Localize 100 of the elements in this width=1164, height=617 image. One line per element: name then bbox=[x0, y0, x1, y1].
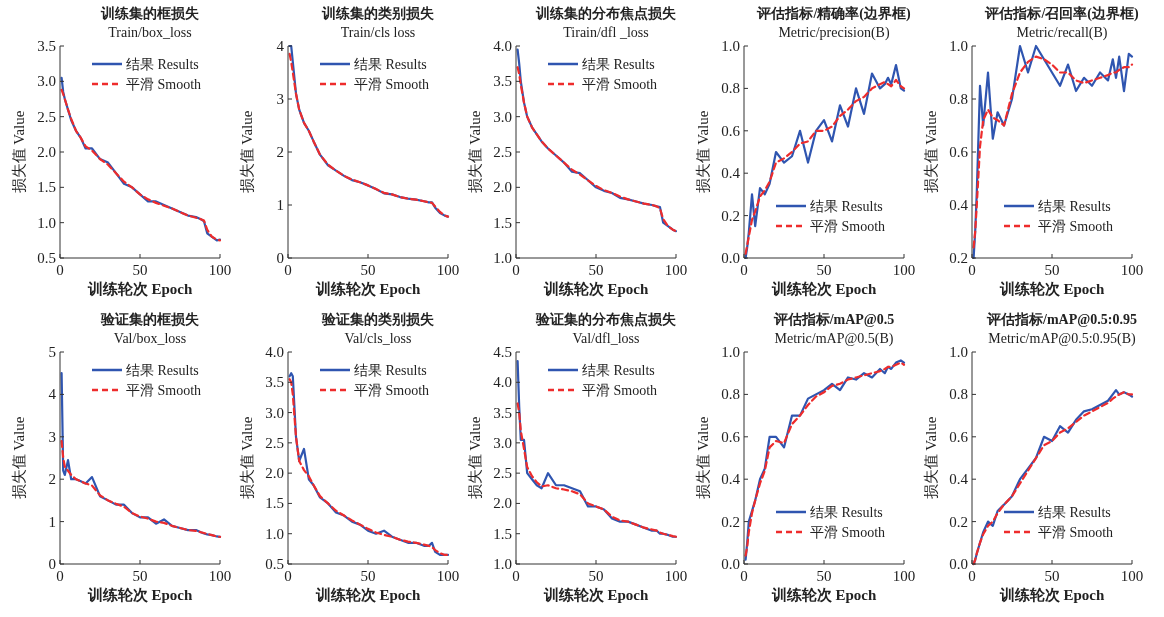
x-axis-title: 训练轮次 Epoch bbox=[86, 587, 193, 603]
y-tick-label: 0.2 bbox=[949, 250, 968, 266]
y-tick-label: 0.6 bbox=[949, 428, 969, 445]
line-series bbox=[60, 439, 222, 538]
y-axis-title: 损失值 Value bbox=[923, 110, 939, 194]
y-tick-label: 1.5 bbox=[265, 495, 284, 512]
x-tick-label: 100 bbox=[1120, 568, 1144, 584]
y-tick-label: 1.0 bbox=[721, 344, 740, 360]
chart-subtitle: Val/cls_loss bbox=[344, 331, 412, 346]
legend-label: 结果 Results bbox=[582, 57, 655, 72]
chart-subtitle: Train/box_loss bbox=[108, 25, 192, 40]
x-tick-label: 50 bbox=[132, 262, 148, 278]
x-tick-label: 100 bbox=[664, 262, 688, 278]
y-axis-title: 损失值 Value bbox=[239, 110, 255, 194]
legend-label: 平滑 Smooth bbox=[1038, 525, 1114, 540]
y-tick-label: 3.0 bbox=[37, 73, 56, 90]
y-axis-title: 损失值 Value bbox=[11, 110, 27, 194]
y-tick-label: 0.0 bbox=[721, 556, 740, 572]
x-tick-label: 100 bbox=[664, 568, 688, 584]
chart-subtitle: Val/dfl_loss bbox=[572, 331, 640, 346]
x-axis-title: 训练轮次 Epoch bbox=[998, 587, 1105, 603]
y-tick-label: 3.0 bbox=[493, 434, 512, 451]
y-tick-label: 1.0 bbox=[949, 344, 968, 360]
legend-label: 平滑 Smooth bbox=[1038, 219, 1114, 234]
y-tick-label: 2 bbox=[276, 144, 284, 160]
y-tick-label: 1.5 bbox=[37, 179, 56, 196]
x-tick-label: 100 bbox=[892, 568, 916, 584]
y-tick-label: 1.5 bbox=[493, 214, 512, 231]
legend-label: 结果 Results bbox=[354, 363, 427, 378]
x-tick-label: 100 bbox=[892, 262, 916, 278]
legend-label: 平滑 Smooth bbox=[126, 77, 202, 92]
x-tick-label: 50 bbox=[588, 568, 604, 584]
x-axis-title: 训练轮次 Epoch bbox=[542, 587, 649, 603]
chart-title: 训练集的分布焦点损失 bbox=[535, 6, 677, 21]
x-axis-title: 训练轮次 Epoch bbox=[314, 281, 421, 297]
y-tick-label: 3.5 bbox=[493, 73, 512, 90]
legend-label: 结果 Results bbox=[126, 363, 199, 378]
y-tick-label: 3 bbox=[48, 428, 56, 445]
y-tick-label: 2 bbox=[48, 471, 56, 488]
x-tick-label: 50 bbox=[588, 262, 604, 278]
legend-label: 平滑 Smooth bbox=[354, 383, 430, 398]
y-tick-label: 0.2 bbox=[721, 207, 740, 224]
line-series bbox=[516, 402, 678, 538]
y-tick-label: 3.5 bbox=[493, 404, 512, 421]
x-tick-label: 50 bbox=[360, 568, 376, 584]
x-tick-label: 100 bbox=[208, 262, 232, 278]
y-tick-label: 0.2 bbox=[949, 513, 968, 530]
y-tick-label: 0.0 bbox=[721, 250, 740, 266]
x-tick-label: 100 bbox=[208, 568, 232, 584]
y-tick-label: 1 bbox=[276, 197, 284, 213]
y-tick-label: 2.5 bbox=[37, 108, 56, 125]
y-tick-label: 0.8 bbox=[949, 91, 968, 107]
y-tick-label: 1.0 bbox=[493, 250, 512, 266]
chart-title: 评估指标/召回率(边界框) bbox=[984, 5, 1139, 22]
y-tick-label: 1.0 bbox=[37, 214, 56, 231]
y-tick-label: 5 bbox=[48, 344, 56, 360]
y-tick-label: 0 bbox=[48, 556, 56, 572]
y-tick-label: 0.8 bbox=[949, 386, 968, 403]
chart-subtitle: Metric/mAP@0.5(B) bbox=[774, 331, 894, 347]
y-tick-label: 4.0 bbox=[493, 374, 512, 391]
legend-label: 结果 Results bbox=[354, 57, 427, 72]
y-tick-label: 1.0 bbox=[265, 525, 284, 542]
y-tick-label: 0.6 bbox=[721, 428, 741, 445]
x-axis-title: 训练轮次 Epoch bbox=[770, 281, 877, 297]
y-tick-label: 2.5 bbox=[493, 465, 512, 482]
x-axis-title: 训练轮次 Epoch bbox=[86, 281, 193, 297]
chart-title: 验证集的分布焦点损失 bbox=[535, 312, 677, 327]
chart-subtitle: Metric/mAP@0.5:0.95(B) bbox=[988, 331, 1137, 347]
x-tick-label: 100 bbox=[1120, 262, 1144, 278]
legend-label: 平滑 Smooth bbox=[582, 383, 658, 398]
y-tick-label: 2.0 bbox=[265, 465, 284, 482]
y-axis-title: 损失值 Value bbox=[11, 416, 27, 500]
x-tick-label: 50 bbox=[132, 568, 148, 584]
y-tick-label: 1.5 bbox=[493, 525, 512, 542]
legend-label: 结果 Results bbox=[582, 363, 655, 378]
y-tick-label: 2.0 bbox=[37, 144, 56, 160]
y-tick-label: 2.5 bbox=[493, 144, 512, 160]
chart-subtitle: Tirain/dfl _loss bbox=[563, 25, 649, 40]
chart-subtitle: Val/box_loss bbox=[113, 331, 187, 346]
legend-label: 结果 Results bbox=[1038, 199, 1111, 214]
chart-title: 验证集的类别损失 bbox=[321, 312, 435, 327]
legend-label: 平滑 Smooth bbox=[354, 77, 430, 92]
y-tick-label: 0.2 bbox=[721, 513, 740, 530]
y-tick-label: 0.8 bbox=[721, 386, 740, 403]
y-tick-label: 4.5 bbox=[493, 344, 512, 360]
y-tick-label: 4 bbox=[276, 38, 285, 54]
y-tick-label: 4.0 bbox=[493, 38, 512, 54]
x-tick-label: 50 bbox=[1044, 262, 1060, 278]
chart-title: 评估指标/mAP@0.5:0.95 bbox=[986, 312, 1137, 327]
y-axis-title: 损失值 Value bbox=[467, 110, 483, 194]
y-tick-label: 4 bbox=[48, 386, 57, 403]
x-axis-title: 训练轮次 Epoch bbox=[542, 281, 649, 297]
x-tick-label: 50 bbox=[360, 262, 376, 278]
x-tick-label: 50 bbox=[1044, 568, 1060, 584]
chart-title: 训练集的框损失 bbox=[100, 6, 200, 21]
x-axis-title: 训练轮次 Epoch bbox=[998, 281, 1105, 297]
chart-subtitle: Metric/recall(B) bbox=[1016, 25, 1108, 41]
legend-label: 平滑 Smooth bbox=[126, 383, 202, 398]
y-axis-title: 损失值 Value bbox=[239, 416, 255, 500]
y-tick-label: 3.0 bbox=[265, 404, 284, 421]
